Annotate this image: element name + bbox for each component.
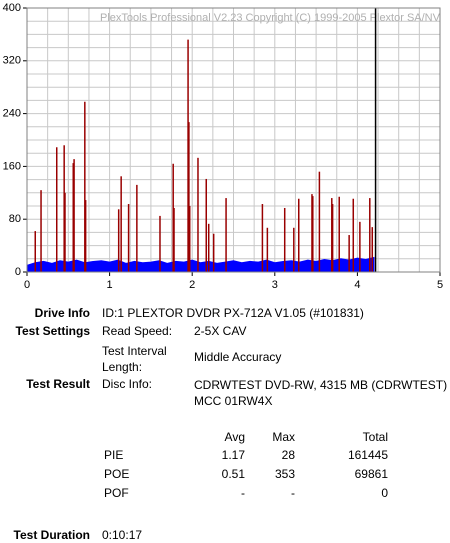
value: Middle Accuracy <box>194 350 282 364</box>
watermark: PlexTools Professional V2.23 Copyright (… <box>100 12 441 24</box>
cell: 161445 <box>347 448 388 462</box>
cell: 69861 <box>354 467 388 481</box>
column-header: Total <box>362 430 388 444</box>
row-label: POE <box>104 467 130 481</box>
label: Test Settings <box>15 324 90 338</box>
column-header: Avg <box>224 430 245 444</box>
chart: PlexTools Professional V2.23 Copyright (… <box>3 2 443 291</box>
y-tick-label: 320 <box>3 55 21 67</box>
y-tick-label: 80 <box>9 213 21 225</box>
cell: - <box>291 486 295 500</box>
x-tick-label: 2 <box>189 279 195 291</box>
y-tick-label: 400 <box>3 2 21 14</box>
value: CDRWTEST DVD-RW, 4315 MB (CDRWTEST) MCC … <box>194 378 448 408</box>
field: Disc Info: <box>102 377 153 391</box>
y-tick-label: 0 <box>15 266 21 278</box>
x-tick-label: 1 <box>107 279 113 291</box>
row-label: POF <box>104 486 129 500</box>
field: Read Speed: <box>102 324 173 338</box>
y-tick-label: 160 <box>3 160 21 172</box>
x-tick-label: 4 <box>354 279 360 291</box>
value: 0:10:17 <box>102 528 143 542</box>
column-header: Max <box>272 430 295 444</box>
cell: 0 <box>381 486 388 500</box>
row-label: PIE <box>104 448 124 462</box>
value: ID:1 PLEXTOR DVDR PX-712A V1.05 (#101831… <box>102 306 364 320</box>
cell: 0.51 <box>221 467 245 481</box>
cell: 28 <box>281 448 295 462</box>
value: 2-5X CAV <box>194 324 247 338</box>
y-tick-label: 240 <box>3 108 21 120</box>
cell: - <box>241 486 245 500</box>
label: Drive Info <box>34 306 90 320</box>
x-tick-label: 0 <box>24 279 30 291</box>
label: Test Result <box>26 377 90 391</box>
cell: 353 <box>274 467 295 481</box>
plot-border <box>26 7 441 273</box>
cell: 1.17 <box>221 448 245 462</box>
field: Test Interval Length: <box>102 344 167 374</box>
x-tick-label: 5 <box>437 279 443 291</box>
label: Test Duration <box>13 528 90 542</box>
x-tick-label: 3 <box>272 279 278 291</box>
pie-area <box>26 256 375 273</box>
